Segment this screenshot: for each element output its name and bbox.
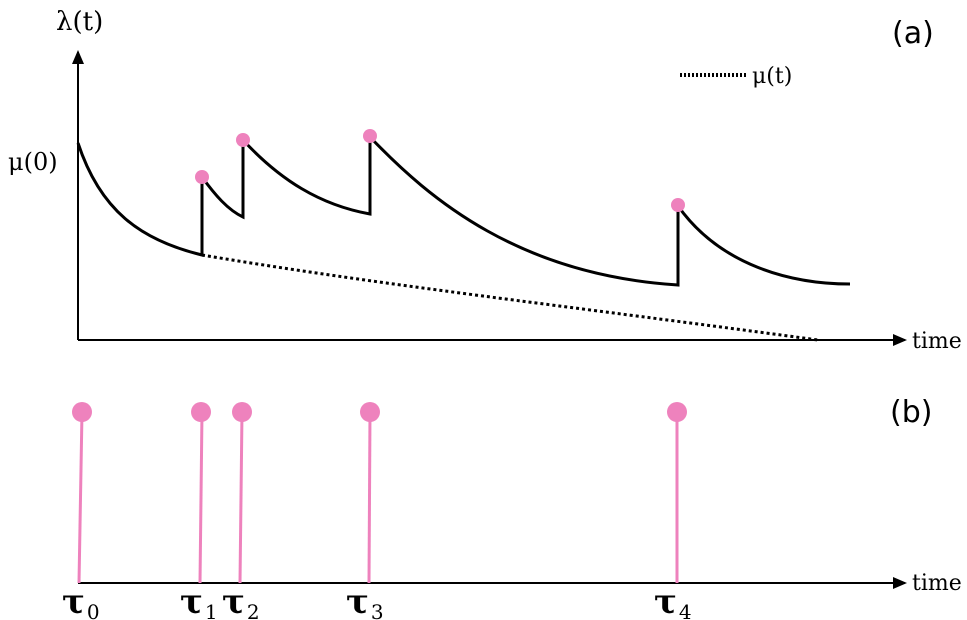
event-stem-1	[191, 402, 211, 584]
y-axis-label: λ(t)	[56, 7, 103, 37]
panel-a: λ(t) time μ(0) (a) μ(t)	[8, 7, 962, 354]
event-dot-4	[667, 402, 687, 422]
event-dot-0	[72, 402, 92, 422]
intensity-event-dot-4	[671, 198, 685, 212]
event-dot-3	[360, 402, 380, 422]
event-stem-0	[72, 402, 92, 584]
intensity-event-dot-2	[236, 133, 250, 147]
intensity-event-dot-1	[195, 170, 209, 184]
baseline-intensity-curve	[201, 253, 819, 342]
panel-a-label: (a)	[892, 16, 934, 51]
legend-label: μ(t)	[752, 64, 792, 89]
x-axis-label: time	[912, 329, 962, 354]
intensity-event-dot-3	[363, 129, 377, 143]
event-stem-2	[232, 402, 252, 584]
intensity-curve	[76, 133, 851, 287]
event-stem-3	[360, 402, 380, 584]
panel-b-label: (b)	[890, 395, 932, 430]
time-axis-label: time	[912, 571, 962, 596]
mu0-label: μ(0)	[8, 148, 58, 176]
event-dot-1	[191, 402, 211, 422]
event-stem-4	[667, 402, 687, 583]
event-dot-2	[232, 402, 252, 422]
